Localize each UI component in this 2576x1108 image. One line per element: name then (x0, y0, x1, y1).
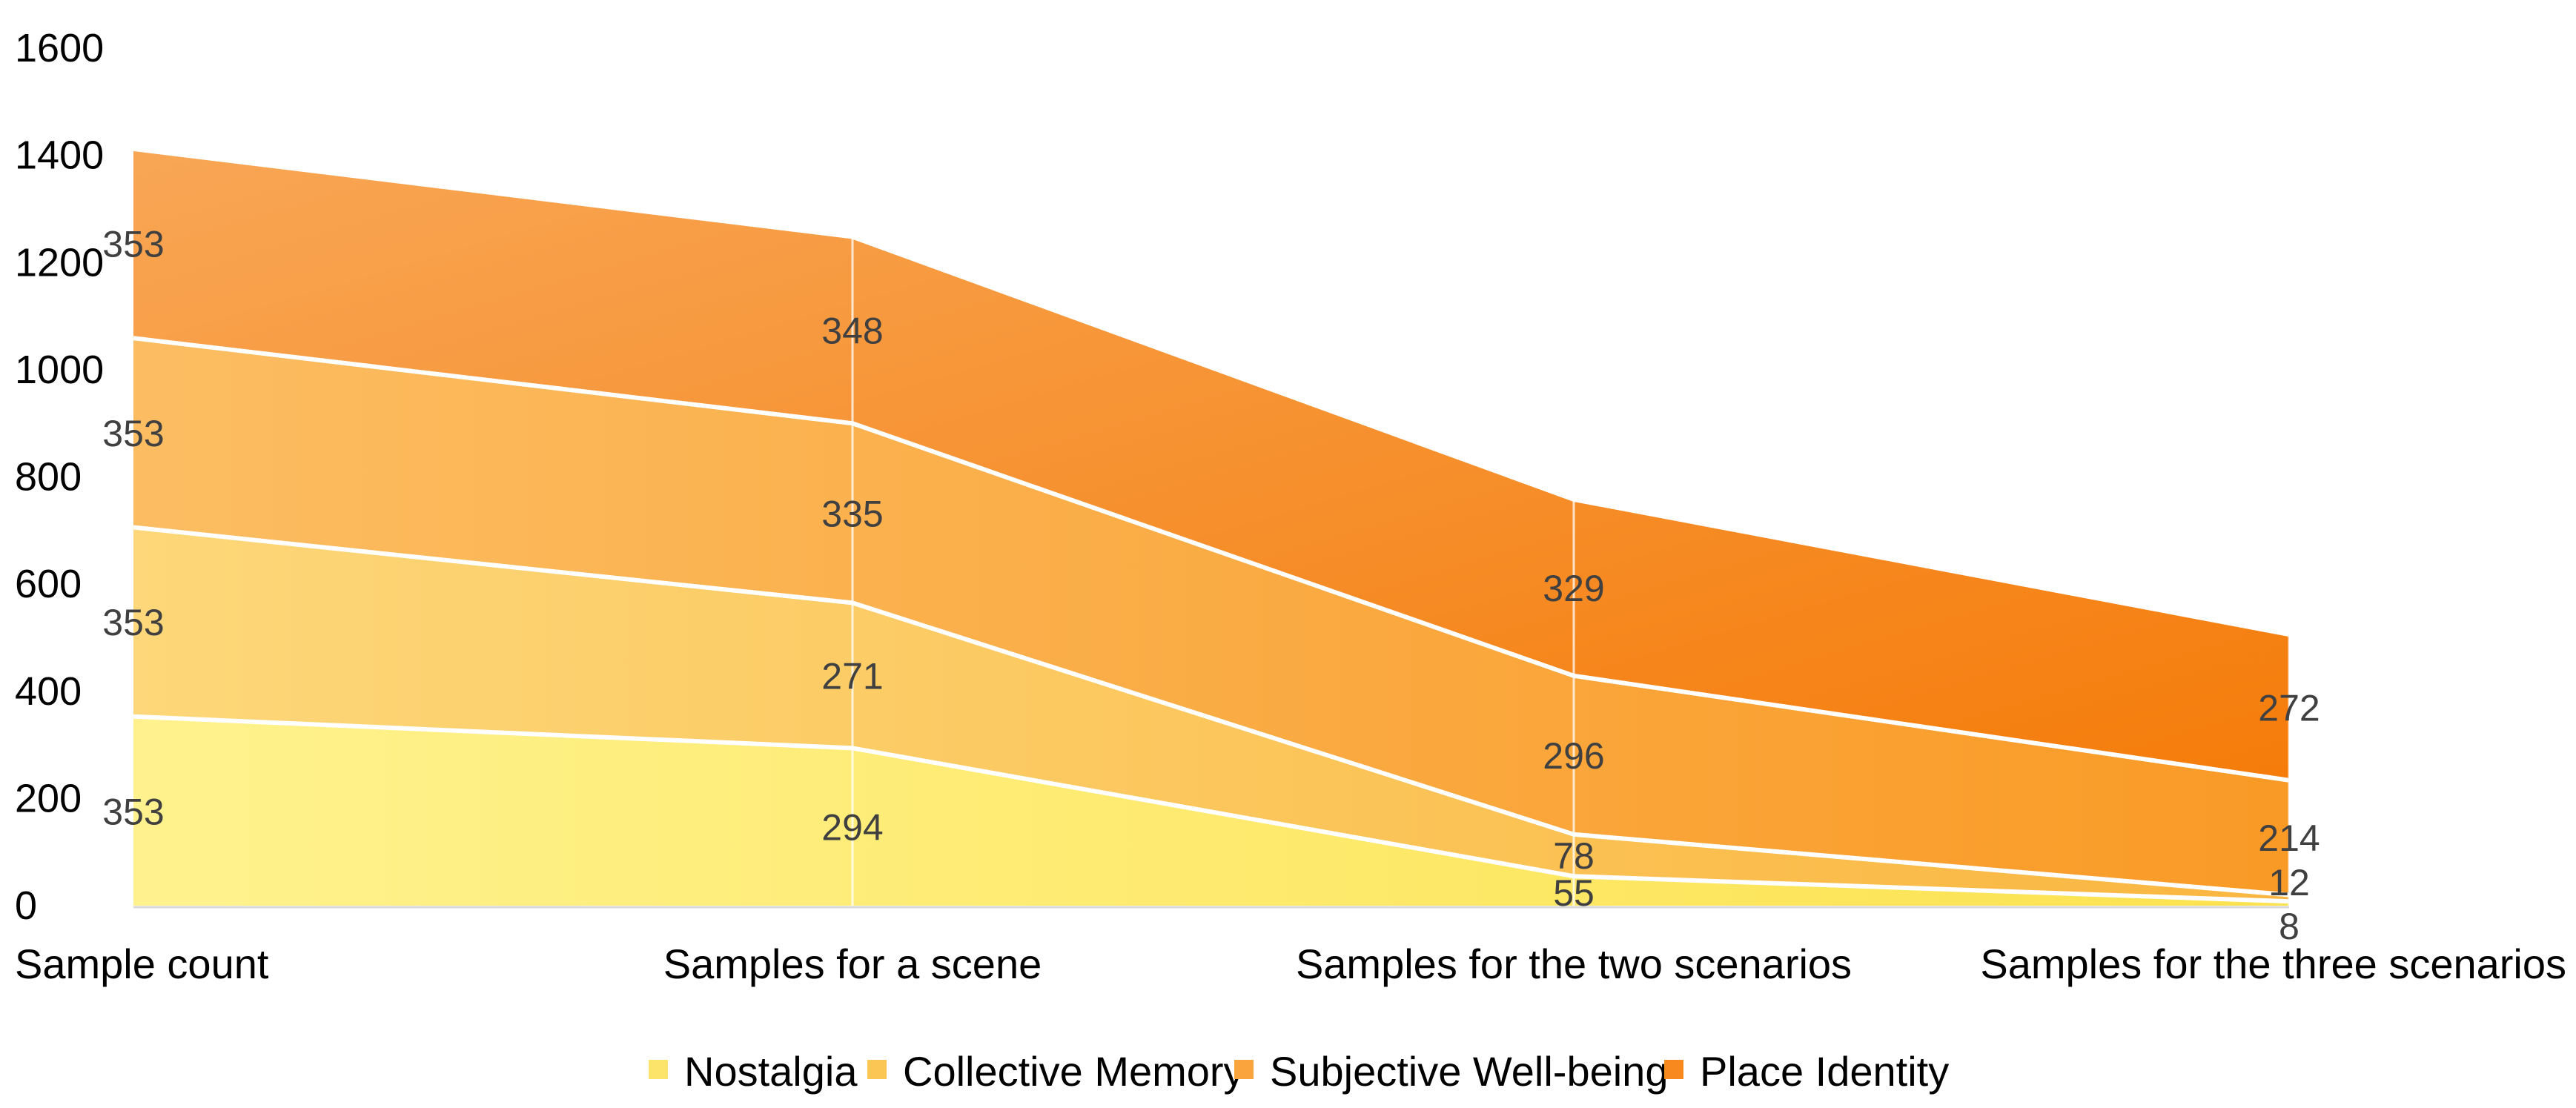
data-label-collective-memory: 353 (102, 602, 164, 643)
data-label-place-identity: 272 (2258, 687, 2320, 729)
category-label: Samples for the two scenarios (1296, 941, 1852, 987)
data-label-nostalgia: 353 (102, 791, 164, 832)
legend-swatch-collective-memory (867, 1060, 887, 1079)
legend-swatch-subjective-well-being (1234, 1060, 1254, 1079)
y-tick-label: 0 (15, 883, 37, 928)
category-label: Samples for a scene (663, 941, 1042, 987)
area-subjective-well-being (133, 338, 2289, 895)
y-tick-label: 600 (15, 562, 82, 606)
category-label: Sample count (15, 941, 269, 987)
area-nostalgia (133, 716, 2289, 906)
category-label: Samples for the three scenarios (1980, 941, 2566, 987)
boundary-collective-memory (133, 525, 2290, 898)
data-label-place-identity: 353 (102, 224, 164, 265)
data-label-collective-memory: 271 (821, 655, 883, 697)
data-label-place-identity: 329 (1543, 568, 1604, 609)
data-label-subjective-well-being: 296 (1543, 735, 1604, 777)
boundary-nostalgia (133, 714, 2290, 904)
data-label-nostalgia: 55 (1553, 872, 1595, 914)
legend: Nostalgia Collective Memory Subjective Wel… (649, 1048, 1949, 1095)
y-tick-label: 800 (15, 455, 82, 500)
legend-label-collective-memory: Collective Memory (903, 1048, 1245, 1095)
boundary-subjective-well-being (133, 336, 2290, 783)
data-label-subjective-well-being: 335 (821, 493, 883, 534)
legend-label-place-identity: Place Identity (1700, 1048, 1949, 1095)
legend-swatch-place-identity (1664, 1060, 1683, 1079)
y-tick-label: 1200 (15, 240, 104, 285)
area-collective-memory (133, 527, 2289, 902)
data-label-place-identity: 348 (821, 310, 883, 351)
data-label-nostalgia: 294 (821, 807, 883, 849)
data-label-nostalgia: 8 (2279, 906, 2299, 947)
y-tick-label: 1000 (15, 348, 104, 392)
y-tick-label: 1400 (15, 133, 104, 178)
legend-label-subjective-well-being: Subjective Well-being (1270, 1048, 1668, 1095)
legend-label-nostalgia: Nostalgia (684, 1048, 858, 1095)
y-tick-label: 1600 (15, 26, 104, 70)
y-tick-label: 200 (15, 776, 82, 820)
boundary-place-identity (133, 146, 2290, 637)
data-label-subjective-well-being: 214 (2258, 817, 2320, 859)
data-label-collective-memory: 78 (1553, 835, 1595, 877)
data-label-subjective-well-being: 353 (102, 413, 164, 454)
data-label-collective-memory: 12 (2268, 862, 2310, 903)
y-tick-label: 400 (15, 669, 82, 714)
legend-swatch-nostalgia (649, 1060, 668, 1079)
area-place-identity (133, 148, 2289, 780)
